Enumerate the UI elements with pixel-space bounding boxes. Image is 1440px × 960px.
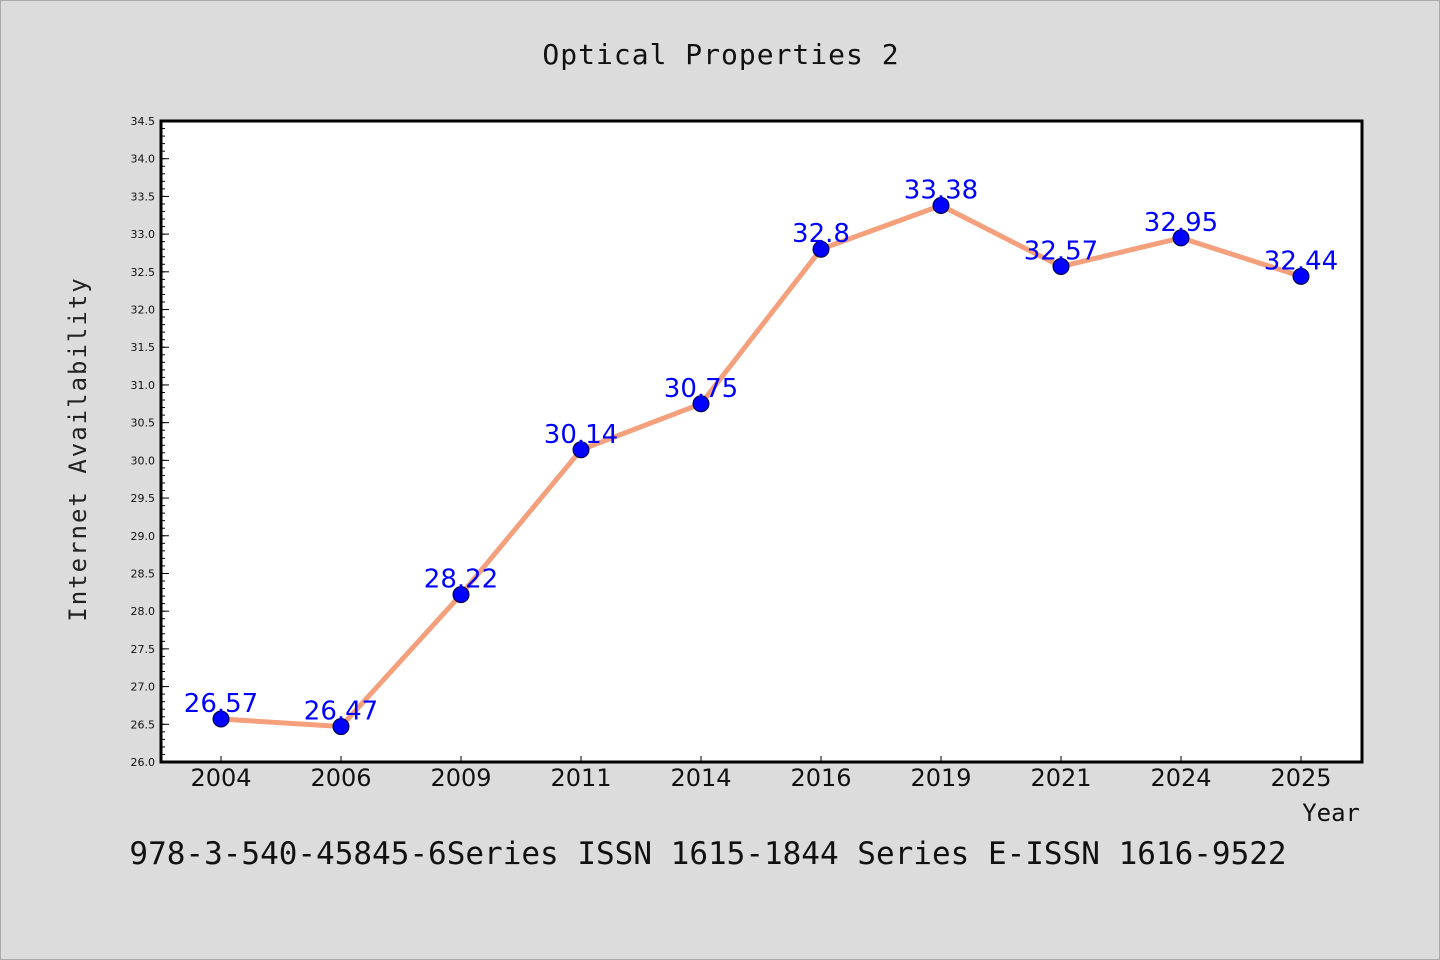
y-axis-label: Internet Availability	[64, 276, 92, 621]
data-label: 32.8	[792, 219, 850, 249]
y-tick-label: 29.0	[131, 530, 156, 543]
y-tick-label: 29.5	[131, 492, 156, 505]
data-label: 26.47	[304, 697, 378, 727]
y-tick-label: 30.5	[131, 417, 156, 430]
y-tick-label: 26.5	[131, 718, 156, 731]
plot-area	[159, 119, 1364, 764]
y-tick-label: 27.5	[131, 643, 156, 656]
y-tick-label: 31.5	[131, 341, 156, 354]
x-tick-label: 2011	[550, 764, 611, 792]
x-tick-label: 2009	[430, 764, 491, 792]
x-tick-label: 2006	[310, 764, 371, 792]
x-tick-label: 2024	[1150, 764, 1211, 792]
data-label: 30.75	[664, 374, 738, 404]
x-tick-label: 2025	[1270, 764, 1331, 792]
data-point	[1052, 258, 1070, 276]
y-tick-label: 30.0	[131, 454, 156, 467]
data-label: 26.57	[184, 689, 258, 719]
y-tick-label: 34.5	[131, 115, 156, 128]
data-label: 32.95	[1144, 208, 1218, 238]
x-tick-label: 2021	[1030, 764, 1091, 792]
data-point	[932, 196, 950, 214]
data-point	[212, 710, 230, 728]
x-tick-label: 2019	[910, 764, 971, 792]
data-label: 32.44	[1264, 246, 1338, 276]
data-point	[452, 586, 470, 604]
data-point	[692, 395, 710, 413]
data-label: 30.14	[544, 420, 618, 450]
y-tick-label: 31.0	[131, 379, 156, 392]
x-axis-label: Year	[1302, 799, 1360, 827]
y-tick-label: 33.5	[131, 190, 156, 203]
footer-text: 978-3-540-45845-6Series ISSN 1615-1844 S…	[129, 836, 1286, 872]
y-tick-label: 34.0	[131, 153, 156, 166]
data-labels: 26.57 26.47 28.22 30.14 30.75 32.8 33.38 32.57 3…	[184, 175, 1338, 726]
data-label: 32.57	[1024, 237, 1098, 267]
x-tick-label: 2004	[190, 764, 251, 792]
y-tick-label: 32.5	[131, 266, 156, 279]
data-point	[1292, 267, 1310, 285]
x-tick-label: 2016	[790, 764, 851, 792]
data-point	[812, 240, 830, 258]
y-tick-label: 33.0	[131, 228, 156, 241]
data-label: 33.38	[904, 175, 978, 205]
chart-title: Optical Properties 2	[542, 38, 899, 71]
series-line	[218, 202, 1304, 730]
y-tick-label: 26.0	[131, 756, 156, 769]
data-point	[572, 441, 590, 459]
y-tick-label: 28.5	[131, 567, 156, 580]
data-label: 28.22	[424, 565, 498, 595]
y-tick-label: 32.0	[131, 304, 156, 317]
data-point	[332, 718, 350, 736]
x-axis: 2004 2006 2009 2011 2014 2016 2019 2021 2024 2025	[190, 756, 1332, 792]
data-point	[1172, 229, 1190, 247]
series-group	[212, 196, 1310, 736]
y-tick-label: 27.0	[131, 681, 156, 694]
y-axis: 26.0 26.5 27.0 27.5 28.0 28.5 29.0 29.5 30.0 30.5…	[131, 115, 169, 769]
x-tick-label: 2014	[670, 764, 731, 792]
y-tick-label: 28.0	[131, 605, 156, 618]
